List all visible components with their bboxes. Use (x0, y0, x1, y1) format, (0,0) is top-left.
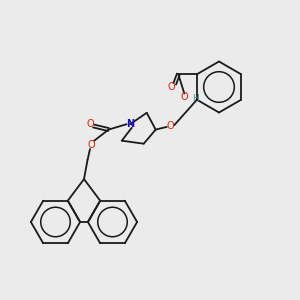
Text: O: O (167, 121, 175, 131)
Text: H: H (192, 94, 199, 103)
Text: O: O (87, 140, 95, 150)
Text: O: O (181, 92, 188, 102)
Text: N: N (126, 119, 134, 129)
Text: O: O (86, 118, 94, 129)
Text: O: O (168, 82, 176, 92)
